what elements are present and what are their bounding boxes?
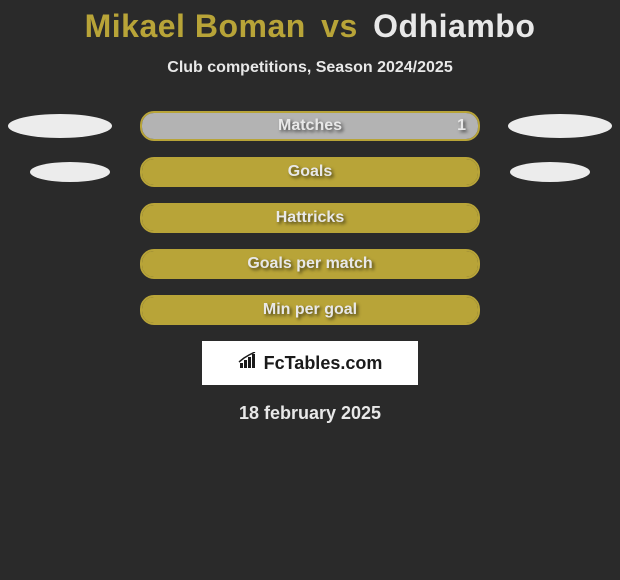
stat-bar: Matches 1 (140, 111, 480, 141)
vs-label: vs (321, 8, 358, 44)
stat-row: Goals per match (0, 249, 620, 279)
player1-indicator (8, 114, 112, 138)
subtitle: Club competitions, Season 2024/2025 (0, 59, 620, 77)
stat-label: Hattricks (276, 209, 344, 227)
stat-bar: Hattricks (140, 203, 480, 233)
player2-indicator (510, 162, 590, 182)
player2-name: Odhiambo (373, 8, 535, 44)
player2-indicator (508, 114, 612, 138)
date-label: 18 february 2025 (0, 403, 620, 424)
stat-bar: Goals per match (140, 249, 480, 279)
player1-name: Mikael Boman (85, 8, 306, 44)
stat-label: Goals (288, 163, 332, 181)
stat-bar: Min per goal (140, 295, 480, 325)
logo-box: FcTables.com (202, 341, 418, 385)
stat-row: Min per goal (0, 295, 620, 325)
stat-label: Min per goal (263, 301, 357, 319)
stat-row: Matches 1 (0, 111, 620, 141)
stat-label: Goals per match (247, 255, 372, 273)
stat-bar: Goals (140, 157, 480, 187)
stat-row: Goals (0, 157, 620, 187)
stat-label: Matches (278, 117, 342, 135)
stat-value-right: 1 (457, 117, 466, 135)
stat-row: Hattricks (0, 203, 620, 233)
player1-indicator (30, 162, 110, 182)
stats-rows: Matches 1 Goals Hattricks Goals per match Min… (0, 111, 620, 325)
comparison-title: Mikael Boman vs Odhiambo (0, 0, 620, 45)
chart-icon (238, 352, 260, 375)
logo-text: FcTables.com (264, 353, 383, 374)
logo: FcTables.com (238, 352, 383, 375)
